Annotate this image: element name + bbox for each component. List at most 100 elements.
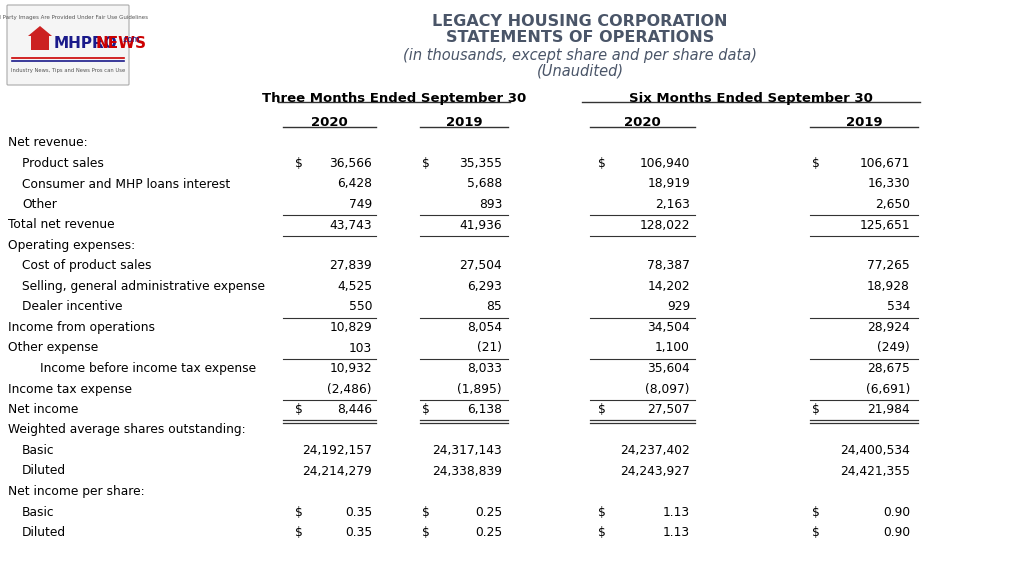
Text: 749: 749 (349, 198, 372, 211)
Text: 24,243,927: 24,243,927 (621, 464, 690, 478)
FancyBboxPatch shape (7, 5, 129, 85)
Text: (Unaudited): (Unaudited) (537, 64, 624, 79)
Text: 1.13: 1.13 (663, 505, 690, 519)
Text: (1,895): (1,895) (458, 383, 502, 395)
Text: 125,651: 125,651 (859, 219, 910, 231)
Text: Three Months Ended September 30: Three Months Ended September 30 (262, 92, 526, 105)
Text: 35,604: 35,604 (647, 362, 690, 375)
Text: Product sales: Product sales (22, 157, 103, 170)
Text: Industry News, Tips and News Pros can Use: Industry News, Tips and News Pros can Us… (11, 68, 125, 73)
Text: $: $ (598, 403, 606, 416)
Text: 28,675: 28,675 (867, 362, 910, 375)
Text: 106,940: 106,940 (640, 157, 690, 170)
Text: STATEMENTS OF OPERATIONS: STATEMENTS OF OPERATIONS (445, 30, 714, 45)
Text: 8,033: 8,033 (467, 362, 502, 375)
Text: (21): (21) (477, 342, 502, 354)
Text: (in thousands, except share and per share data): (in thousands, except share and per shar… (403, 48, 757, 63)
Text: 534: 534 (887, 301, 910, 313)
Text: $: $ (598, 526, 606, 539)
Text: Diluted: Diluted (22, 464, 67, 478)
Text: $: $ (422, 526, 430, 539)
Text: 103: 103 (349, 342, 372, 354)
Text: $: $ (422, 403, 430, 416)
Text: Total net revenue: Total net revenue (8, 219, 115, 231)
Text: 16,330: 16,330 (867, 178, 910, 190)
Text: (2,486): (2,486) (328, 383, 372, 395)
Text: 24,421,355: 24,421,355 (840, 464, 910, 478)
Text: Six Months Ended September 30: Six Months Ended September 30 (629, 92, 872, 105)
Text: 24,237,402: 24,237,402 (621, 444, 690, 457)
Text: 5,688: 5,688 (467, 178, 502, 190)
Text: Net revenue:: Net revenue: (8, 137, 88, 149)
Text: 6,428: 6,428 (337, 178, 372, 190)
Text: 4,525: 4,525 (337, 280, 372, 293)
Polygon shape (28, 26, 52, 36)
Text: 14,202: 14,202 (647, 280, 690, 293)
Text: $: $ (812, 505, 820, 519)
Text: 550: 550 (348, 301, 372, 313)
Text: Consumer and MHP loans interest: Consumer and MHP loans interest (22, 178, 230, 190)
Text: 2020: 2020 (311, 116, 348, 129)
Text: 2,163: 2,163 (655, 198, 690, 211)
Text: 24,317,143: 24,317,143 (432, 444, 502, 457)
Text: Net income per share:: Net income per share: (8, 485, 144, 498)
Text: 18,928: 18,928 (867, 280, 910, 293)
Text: 0.90: 0.90 (883, 505, 910, 519)
Text: $: $ (295, 157, 303, 170)
Text: $: $ (422, 505, 430, 519)
Text: 34,504: 34,504 (647, 321, 690, 334)
Text: 24,338,839: 24,338,839 (432, 464, 502, 478)
Text: 35,355: 35,355 (459, 157, 502, 170)
Text: 24,214,279: 24,214,279 (302, 464, 372, 478)
Text: (249): (249) (878, 342, 910, 354)
Text: .com: .com (121, 36, 139, 44)
Text: $: $ (812, 157, 820, 170)
Text: NEWS: NEWS (96, 36, 147, 51)
Text: 24,400,534: 24,400,534 (840, 444, 910, 457)
Text: 929: 929 (667, 301, 690, 313)
Text: Other: Other (22, 198, 57, 211)
Text: $: $ (598, 505, 606, 519)
Text: 27,839: 27,839 (330, 260, 372, 272)
Text: 2019: 2019 (445, 116, 482, 129)
Text: 2020: 2020 (624, 116, 660, 129)
Text: 0.35: 0.35 (345, 505, 372, 519)
Text: 27,507: 27,507 (647, 403, 690, 416)
Text: 2,650: 2,650 (874, 198, 910, 211)
Text: $: $ (295, 403, 303, 416)
Text: 128,022: 128,022 (640, 219, 690, 231)
Text: 8,446: 8,446 (337, 403, 372, 416)
Text: Diluted: Diluted (22, 526, 67, 539)
Text: $: $ (812, 526, 820, 539)
Text: 36,566: 36,566 (330, 157, 372, 170)
Text: 78,387: 78,387 (647, 260, 690, 272)
Text: MHPRO: MHPRO (54, 36, 118, 51)
Text: Dealer incentive: Dealer incentive (22, 301, 123, 313)
Text: $: $ (422, 157, 430, 170)
Text: $: $ (598, 157, 606, 170)
Text: $: $ (295, 526, 303, 539)
Text: Other expense: Other expense (8, 342, 98, 354)
Text: 0.35: 0.35 (345, 526, 372, 539)
Text: 6,138: 6,138 (467, 403, 502, 416)
Text: Basic: Basic (22, 444, 54, 457)
Text: (8,097): (8,097) (645, 383, 690, 395)
Text: Cost of product sales: Cost of product sales (22, 260, 152, 272)
Text: 77,265: 77,265 (867, 260, 910, 272)
Text: 0.90: 0.90 (883, 526, 910, 539)
Text: Income from operations: Income from operations (8, 321, 155, 334)
Text: 1.13: 1.13 (663, 526, 690, 539)
Text: Basic: Basic (22, 505, 54, 519)
Text: 8,054: 8,054 (467, 321, 502, 334)
Text: 41,936: 41,936 (460, 219, 502, 231)
Text: Selling, general administrative expense: Selling, general administrative expense (22, 280, 265, 293)
Text: 28,924: 28,924 (867, 321, 910, 334)
Text: $: $ (295, 505, 303, 519)
Text: 21,984: 21,984 (867, 403, 910, 416)
Text: Weighted average shares outstanding:: Weighted average shares outstanding: (8, 424, 246, 436)
Text: Income before income tax expense: Income before income tax expense (40, 362, 256, 375)
Text: 2019: 2019 (846, 116, 883, 129)
Text: 10,829: 10,829 (330, 321, 372, 334)
Text: 6,293: 6,293 (467, 280, 502, 293)
Text: 0.25: 0.25 (475, 505, 502, 519)
